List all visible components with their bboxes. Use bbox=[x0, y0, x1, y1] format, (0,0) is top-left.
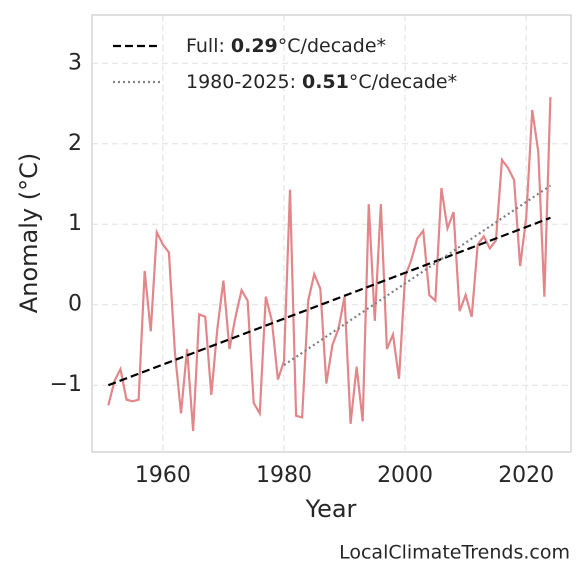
legend-label: Full: 0.29°C/decade* bbox=[186, 35, 386, 57]
legend-unit: °C/decade* bbox=[349, 71, 457, 93]
legend-rate: 0.29 bbox=[231, 35, 278, 57]
footer: LocalClimateTrends.com bbox=[339, 542, 570, 564]
y-tick-label: 2 bbox=[68, 131, 82, 156]
legend-rate: 0.51 bbox=[302, 71, 349, 93]
legend-label: 1980-2025: 0.51°C/decade* bbox=[186, 71, 457, 93]
data-line bbox=[107, 97, 552, 432]
legend-name: Full: bbox=[186, 35, 225, 57]
plot-area bbox=[91, 14, 572, 453]
legend-unit: °C/decade* bbox=[278, 35, 386, 57]
legend-name: 1980-2025: bbox=[186, 71, 296, 93]
x-tick-label: 1960 bbox=[135, 463, 191, 488]
y-tick-label: 0 bbox=[68, 292, 82, 317]
x-axis-label: Year bbox=[305, 495, 357, 523]
y-tick-label: 3 bbox=[68, 50, 82, 75]
y-tick-label: 1 bbox=[68, 211, 82, 236]
y-tick-label: −1 bbox=[50, 372, 82, 397]
trend-line bbox=[283, 184, 552, 366]
trend-line bbox=[107, 216, 551, 387]
y-axis-label: Anomaly (°C) bbox=[15, 153, 43, 313]
x-tick-label: 2000 bbox=[377, 463, 433, 488]
x-tick-label: 2020 bbox=[498, 463, 554, 488]
x-tick-label: 1980 bbox=[256, 463, 312, 488]
